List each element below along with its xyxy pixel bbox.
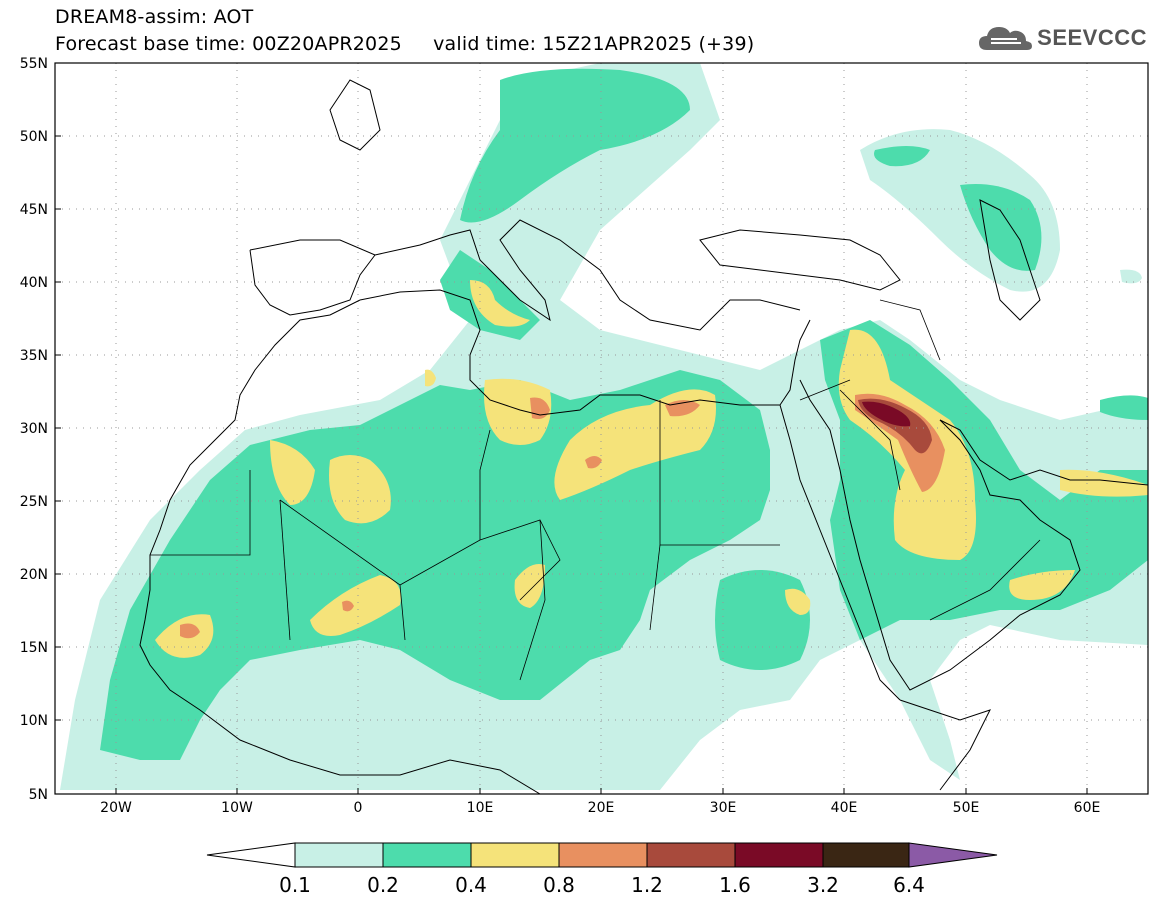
lat-label: 5N [29,787,48,803]
lat-label: 30N [20,421,48,437]
map-title: DREAM8-assim: AOT [55,6,254,28]
legend-label: 1.2 [631,873,663,897]
country-borders [150,299,1041,681]
lat-label: 10N [20,713,48,729]
legend-swatch-below-range [206,842,296,868]
lat-label: 50N [20,129,48,145]
lon-label: 20E [588,800,615,816]
lat-axis-labels: 55N 50N 45N 40N 35N 30N 25N 20N 15N 10N … [20,56,48,803]
lon-label: 10W [221,800,253,816]
lat-label: 25N [20,494,48,510]
lon-label: 40E [831,800,858,816]
lat-label: 20N [20,567,48,583]
forecast-time-line: Forecast base time: 00Z20APR2025 valid t… [55,33,755,55]
lon-label: 0 [354,800,363,816]
lon-label: 20W [100,800,132,816]
legend-label: 3.2 [807,873,839,897]
logo-text: SEEVCCC [1037,25,1147,50]
lon-label: 50E [953,800,980,816]
lat-label: 55N [20,56,48,72]
coastlines [139,79,1148,794]
legend-label: 0.4 [455,873,487,897]
legend-swatch [382,842,472,868]
legend-swatch [470,842,560,868]
aot-level-1.6 [862,401,911,427]
lon-label: 10E [467,800,494,816]
legend-swatch [822,842,910,868]
legend-label: 0.1 [279,873,311,897]
lat-label: 40N [20,275,48,291]
legend-labels: 0.1 0.2 0.4 0.8 1.2 1.6 3.2 6.4 [279,873,925,897]
legend-label: 6.4 [893,873,925,897]
seevccc-logo: SEEVCCC [977,22,1147,54]
legend-label: 1.6 [719,873,751,897]
legend-colorbar [206,842,998,868]
lon-label: 30E [710,800,737,816]
lat-label: 15N [20,640,48,656]
legend-swatch [294,842,384,868]
lon-label: 60E [1074,800,1101,816]
graticule [55,63,1148,794]
legend-swatch [558,842,648,868]
lat-label: 45N [20,202,48,218]
legend-swatch-above-range [908,842,998,868]
legend-swatch [734,842,824,868]
cloud-logo-icon [979,27,1033,50]
aot-field [60,63,1148,790]
legend-label: 0.2 [367,873,399,897]
axis-ticks [55,62,1088,795]
legend-label: 0.8 [543,873,575,897]
lon-axis-labels: 20W 10W 0 10E 20E 30E 40E 50E 60E [100,800,1100,816]
lat-label: 35N [20,348,48,364]
legend-swatch [646,842,736,868]
